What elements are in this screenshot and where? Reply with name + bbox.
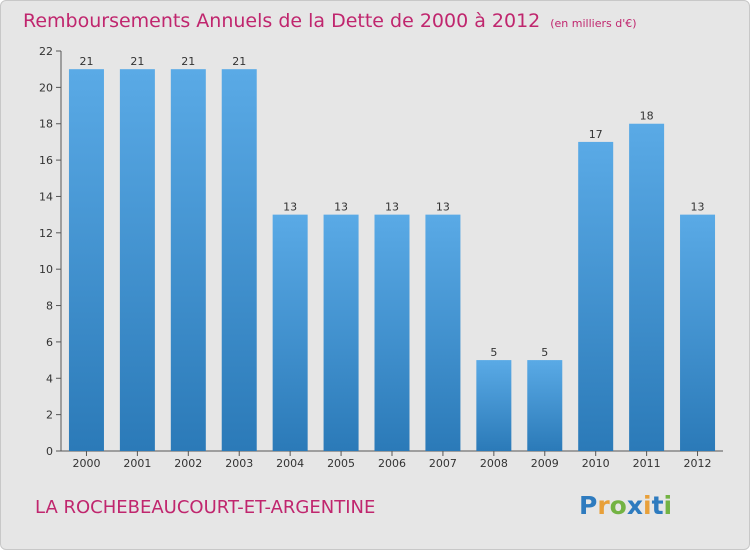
x-tick-label: 2011	[633, 457, 661, 470]
bar	[119, 69, 155, 451]
x-tick-label: 2009	[531, 457, 559, 470]
bar	[629, 123, 665, 452]
x-tick-label: 2012	[684, 457, 712, 470]
bar-value-label: 21	[130, 55, 144, 68]
y-tick-label: 18	[39, 118, 53, 131]
chart-title: Remboursements Annuels de la Dette de 20…	[23, 10, 637, 32]
bar-value-label: 21	[232, 55, 246, 68]
x-tick-label: 2010	[582, 457, 610, 470]
bar-value-label: 13	[385, 201, 399, 214]
logo-letter: t	[651, 491, 664, 520]
commune-name: LA ROCHEBEAUCOURT-ET-ARGENTINE	[35, 497, 376, 518]
bar	[425, 214, 461, 451]
bar	[527, 360, 563, 451]
logo-letter: r	[597, 491, 610, 520]
y-tick-label: 12	[39, 227, 53, 240]
y-tick-label: 6	[46, 336, 53, 349]
bar-value-label: 18	[640, 110, 654, 123]
logo-letter: x	[626, 491, 643, 520]
bar	[323, 214, 359, 451]
logo-letter: i	[643, 491, 652, 520]
proxiti-logo: Proxiti	[579, 491, 672, 520]
y-tick-label: 8	[46, 300, 53, 313]
x-tick-label: 2004	[276, 457, 304, 470]
x-tick-label: 2007	[429, 457, 457, 470]
y-tick-label: 4	[46, 372, 53, 385]
bar	[272, 214, 308, 451]
bar-value-label: 13	[436, 201, 450, 214]
x-tick-label: 2002	[174, 457, 202, 470]
chart-unit: (en milliers d'€)	[550, 17, 637, 30]
x-tick-label: 2003	[225, 457, 253, 470]
bar-value-label: 5	[490, 346, 497, 359]
bar	[680, 214, 716, 451]
y-tick-label: 20	[39, 81, 53, 94]
logo-letter: i	[663, 491, 673, 520]
y-tick-label: 0	[46, 445, 53, 458]
x-tick-label: 2000	[72, 457, 100, 470]
bar-value-label: 17	[589, 128, 603, 141]
chart-title-text: Remboursements Annuels de la Dette de 20…	[23, 10, 541, 32]
bar	[221, 69, 257, 451]
bar	[578, 141, 614, 451]
bar-value-label: 21	[181, 55, 195, 68]
x-tick-label: 2006	[378, 457, 406, 470]
bar-value-label: 13	[334, 201, 348, 214]
x-tick-label: 2008	[480, 457, 508, 470]
bar-value-label: 13	[691, 201, 705, 214]
bar	[170, 69, 206, 451]
bar	[374, 214, 410, 451]
x-tick-label: 2005	[327, 457, 355, 470]
y-tick-label: 22	[39, 45, 53, 58]
x-tick-label: 2001	[123, 457, 151, 470]
logo-letter: o	[609, 491, 627, 520]
bar-value-label: 5	[541, 346, 548, 359]
y-tick-label: 14	[39, 190, 53, 203]
logo-letter: P	[579, 491, 598, 520]
bar	[476, 360, 512, 451]
bar-value-label: 13	[283, 201, 297, 214]
y-tick-label: 10	[39, 263, 53, 276]
y-tick-label: 16	[39, 154, 53, 167]
bar-value-label: 21	[79, 55, 93, 68]
y-tick-label: 2	[46, 409, 53, 422]
bar	[68, 69, 104, 451]
